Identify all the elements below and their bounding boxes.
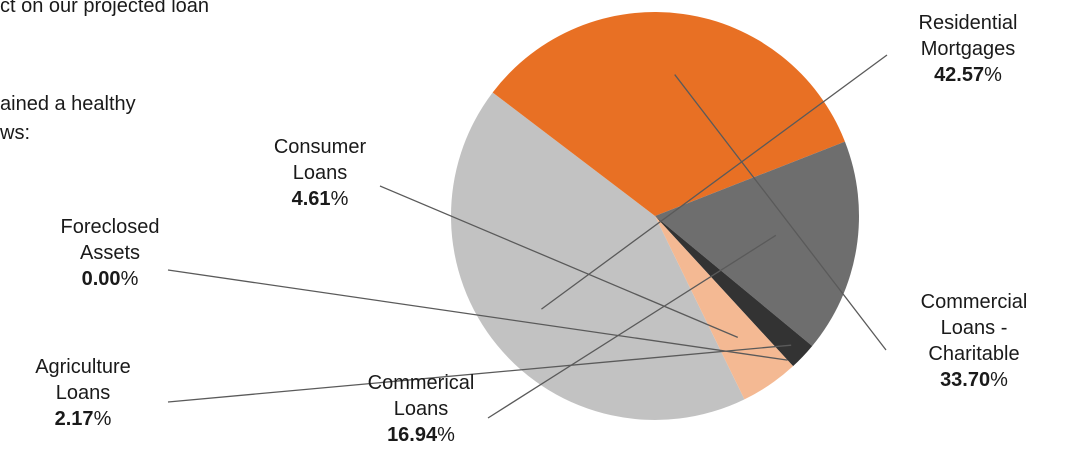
pie-slice-agriculture [655, 216, 813, 367]
slice-label-line: Commerical [368, 372, 475, 394]
slice-label-line: Assets [80, 242, 140, 264]
percent-suffix: % [437, 424, 455, 446]
slice-value-consumer: 4.61 [292, 188, 331, 210]
pie-slice-charitable [492, 12, 845, 217]
slice-label-line: Loans [56, 382, 111, 404]
slice-label-line: Loans [293, 162, 348, 184]
slice-value-agriculture: 2.17 [55, 408, 94, 430]
percent-suffix: % [984, 64, 1002, 86]
slice-label-line: Agriculture [35, 356, 131, 378]
slice-label-line: Mortgages [921, 38, 1016, 60]
intro-text-line-2: ained a healthy [0, 93, 136, 115]
slice-label-consumer: Consumer Loans 4.61% [274, 136, 367, 210]
slice-label-residential: Residential Mortgages 42.57% [919, 12, 1018, 86]
percent-suffix: % [121, 268, 139, 290]
leader-line-agriculture [167, 344, 792, 403]
slice-label-line: Loans [394, 398, 449, 420]
slice-label-line: Charitable [928, 343, 1019, 365]
slice-label-line: Residential [919, 12, 1018, 34]
slice-label-line: Foreclosed [61, 216, 160, 238]
slice-label-foreclosed: Foreclosed Assets 0.00% [61, 216, 160, 290]
slice-value-commercial: 16.94 [387, 424, 438, 446]
percent-suffix: % [331, 188, 349, 210]
slice-value-foreclosed: 0.00 [82, 268, 121, 290]
pie-slice-residential [451, 92, 745, 421]
slice-label-commercial: Commerical Loans 16.94% [368, 372, 475, 446]
percent-suffix: % [990, 369, 1008, 391]
slice-label-line: Consumer [274, 136, 367, 158]
slice-label-line: Loans - [941, 317, 1008, 339]
leader-line-commercial [487, 234, 777, 419]
slice-value-residential: 42.57 [934, 64, 984, 86]
slice-label-line: Commercial [921, 291, 1028, 313]
slice-label-charitable: Commercial Loans - Charitable 33.70% [921, 291, 1028, 391]
leader-line-consumer [379, 185, 739, 338]
leader-line-foreclosed [167, 269, 788, 361]
pie-slice-consumer [655, 216, 794, 400]
pie-slice-commercial [655, 141, 860, 347]
intro-text-line-3: ws: [0, 122, 30, 144]
leader-line-charitable [674, 74, 887, 351]
intro-text-line-1: ct on our projected loan [0, 0, 210, 17]
slice-label-agriculture: Agriculture Loans 2.17% [35, 356, 131, 430]
percent-suffix: % [94, 408, 112, 430]
leader-line-residential [541, 54, 888, 310]
slice-value-charitable: 33.70 [940, 369, 990, 391]
